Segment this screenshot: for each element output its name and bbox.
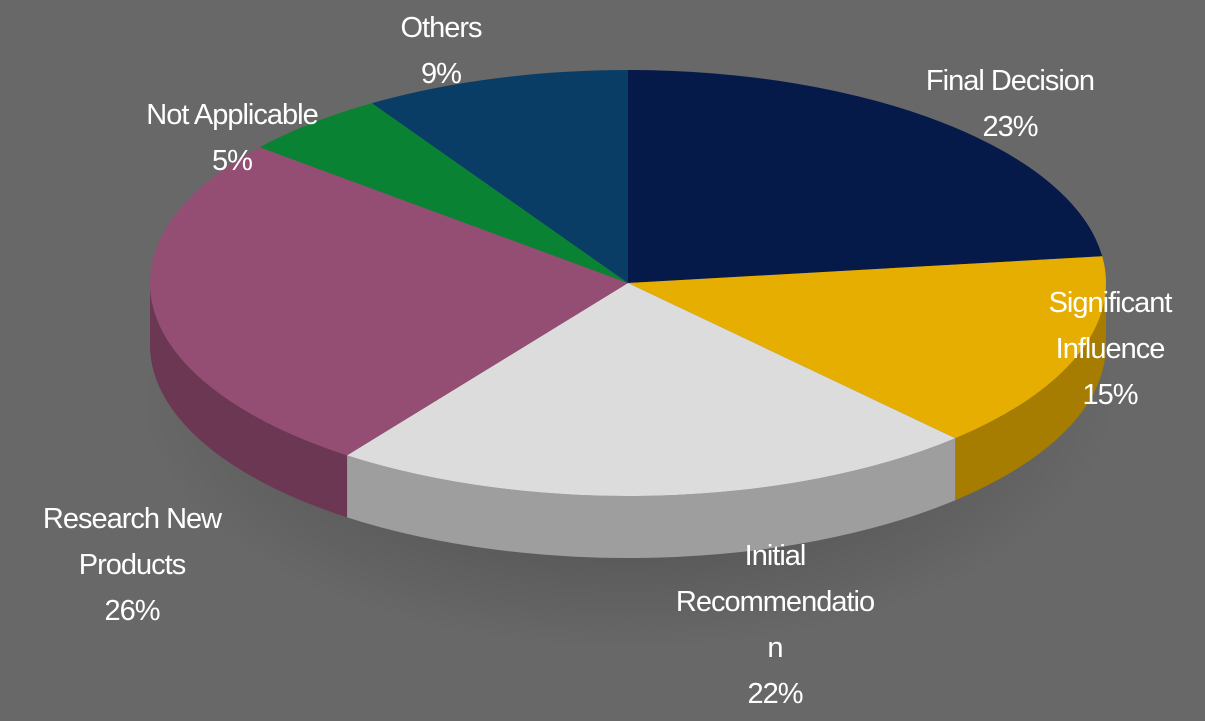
pie-label-3: Initial Recommendatio n 22% [676, 540, 874, 710]
pie-label-name: Influence [1056, 333, 1165, 365]
pie-slice-side-4 [150, 283, 348, 518]
pie-label-value: 5% [212, 145, 252, 177]
pie-label-5: Not Applicable 5% [146, 99, 317, 177]
pie-label-name: Initial [745, 540, 806, 572]
pie-label-name: Others [400, 12, 482, 44]
pie-label-name: Recommendatio [676, 586, 874, 618]
pie-label-6: Others 9% [400, 12, 482, 90]
pie-label-1: Final Decision 23% [926, 65, 1094, 143]
pie-label-4: Research New Products 26% [43, 503, 223, 627]
pie-label-value: 15% [1082, 379, 1137, 411]
pie-labels: Final Decision 23% Significant Influence 15%… [43, 12, 1173, 710]
pie-label-value: 22% [747, 678, 802, 710]
pie-label-2: Significant Influence 15% [1049, 287, 1173, 411]
pie-sides [150, 283, 1106, 558]
pie-slice-1 [628, 70, 1103, 283]
pie-label-value: 23% [982, 111, 1037, 143]
pie-slice-2 [628, 256, 1106, 439]
pie-label-name: Significant [1049, 287, 1173, 319]
pie-label-value: 9% [421, 58, 461, 90]
pie-slice-3 [347, 283, 956, 496]
pie-slice-5 [259, 103, 628, 284]
pie-label-name: n [767, 632, 782, 664]
pie-slice-6 [371, 70, 628, 283]
pie-label-name: Products [79, 549, 186, 581]
pie-label-name: Research New [43, 503, 223, 535]
pie-label-name: Not Applicable [146, 99, 317, 131]
pie-slice-side-3 [347, 438, 956, 558]
pie-label-name: Final Decision [926, 65, 1094, 97]
pie-slice-side-2 [955, 283, 1106, 501]
pie-slices [149, 70, 1106, 496]
pie-slice-4 [149, 147, 628, 456]
pie-label-value: 26% [104, 595, 159, 627]
